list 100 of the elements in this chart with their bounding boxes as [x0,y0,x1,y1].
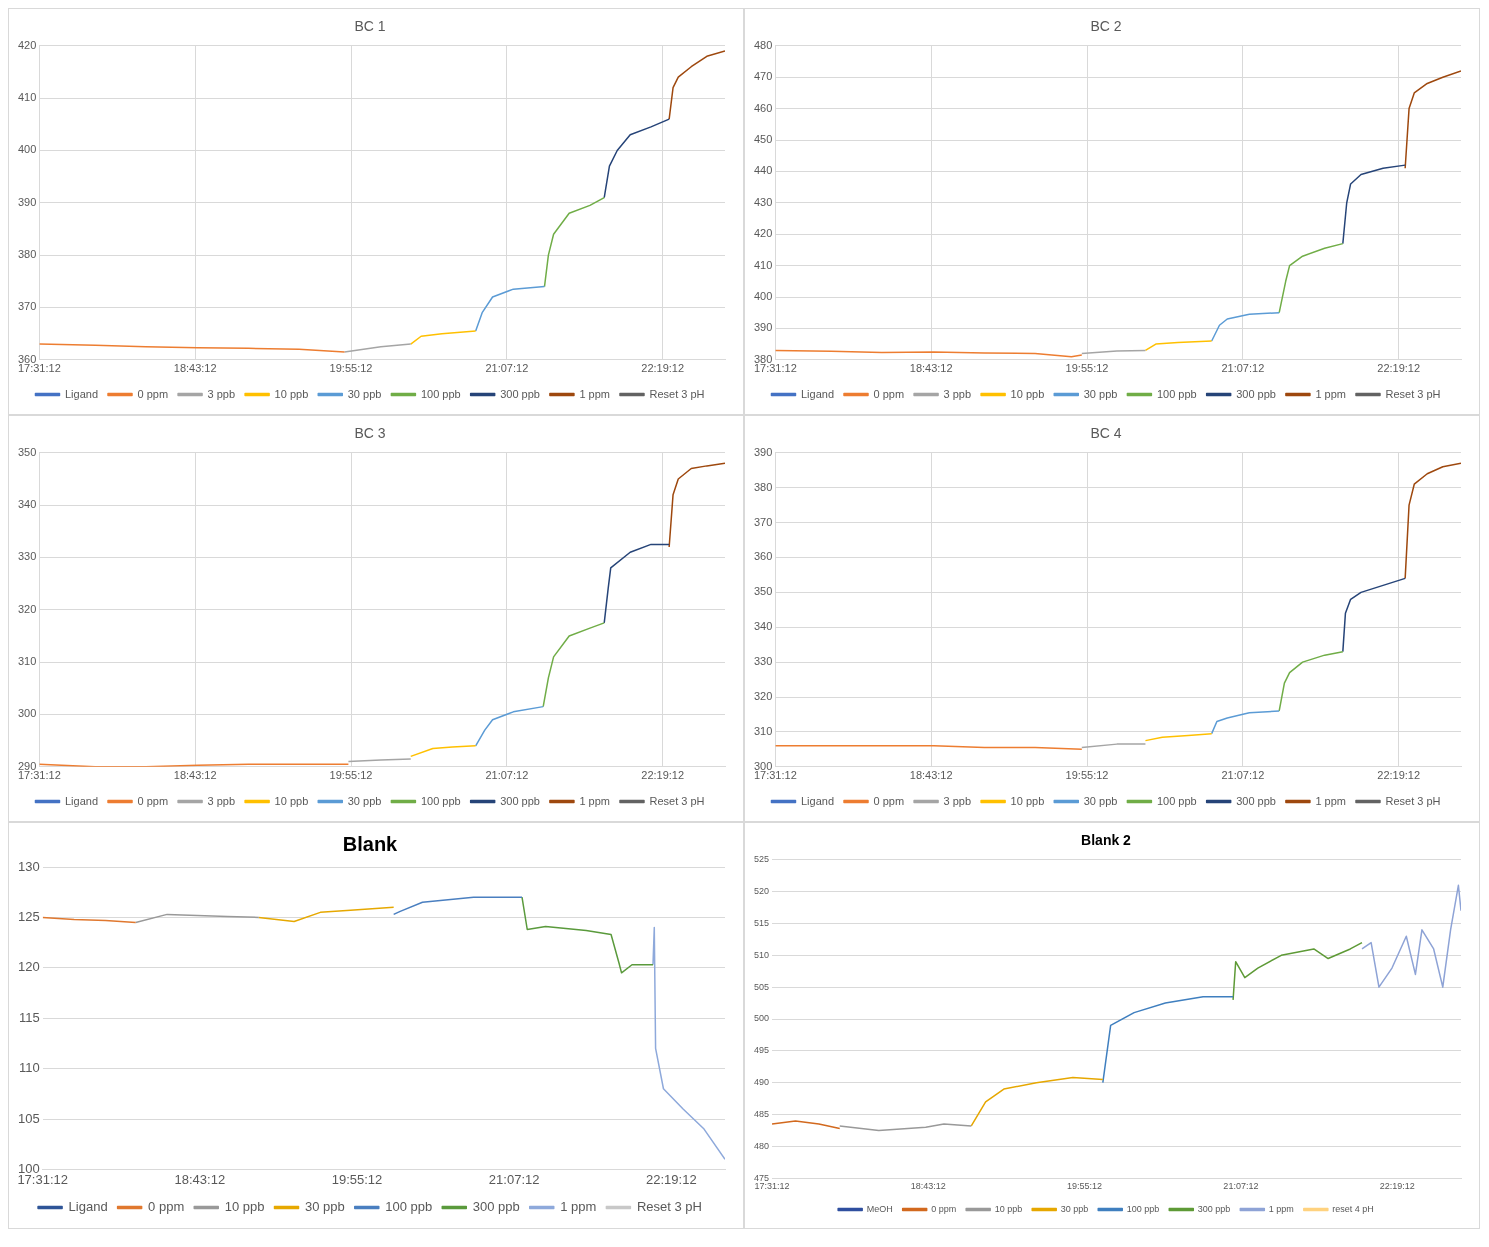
y-tick-label: 310 [753,724,773,737]
x-tick-label: 19:55:12 [1065,769,1109,782]
y-tick-label: 400 [753,290,773,303]
legend-label: Reset 3 pH [1385,387,1441,400]
legend-label: 100 ppb [420,387,461,400]
y-tick-label: 360 [17,352,37,365]
y-tick-label: 320 [753,690,773,703]
legend-label: Ligand [68,1199,108,1215]
y-tick-label: 505 [753,981,770,992]
chart-title: BC 1 [354,18,386,35]
legend-label: 300 ppb [472,1199,520,1215]
legend-label: Reset 3 pH [649,794,705,807]
x-tick-label: 18:43:12 [174,1171,226,1187]
legend-label: 10 ppb [274,794,309,807]
y-tick-label: 440 [753,164,773,177]
y-tick-label: 515 [753,917,770,928]
x-tick-label: 19:55:12 [1065,362,1109,375]
x-tick-label: 21:07:12 [1223,1181,1259,1192]
legend-label: 10 ppb [1010,387,1045,400]
legend-label: Ligand [800,387,835,400]
y-tick-label: 330 [17,550,37,563]
y-tick-label: 390 [753,321,773,334]
y-tick-label: 350 [753,585,773,598]
legend-label: 3 ppb [207,794,236,807]
legend-label: 3 ppb [943,794,972,807]
x-tick-label: 19:55:12 [329,769,373,782]
y-tick-label: 115 [18,1009,40,1025]
legend-label: 1 ppm [1315,387,1346,400]
legend-label: 100 ppb [1156,387,1197,400]
y-tick-label: 360 [753,550,773,563]
legend-label: MeOH [866,1203,893,1214]
legend-label: Ligand [800,794,835,807]
x-tick-label: 21:07:12 [488,1171,540,1187]
legend-label: 1 ppm [560,1199,597,1215]
y-tick-label: 330 [753,655,773,668]
y-tick-label: 380 [17,248,37,261]
x-tick-label: 22:19:12 [1377,769,1421,782]
legend-label: reset 4 pH [1332,1203,1374,1214]
y-tick-label: 520 [753,886,770,897]
legend-label: 1 ppm [1315,794,1346,807]
y-tick-label: 495 [753,1045,770,1056]
legend-label: 30 ppb [347,387,382,400]
chart-title: BC 2 [1090,18,1122,35]
y-tick-label: 120 [17,959,40,975]
y-tick-label: 100 [17,1160,40,1176]
legend-label: 30 ppb [1083,387,1118,400]
y-tick-label: 300 [753,759,773,772]
x-tick-label: 19:55:12 [1067,1181,1103,1192]
legend-label: 10 ppb [1010,794,1045,807]
legend-label: 100 ppb [1156,794,1197,807]
legend-label: Reset 3 pH [1385,794,1441,807]
legend-label: 1 ppm [579,387,610,400]
x-tick-label: 21:07:12 [1221,769,1265,782]
y-tick-label: 485 [753,1109,770,1119]
y-tick-label: 480 [753,1140,770,1151]
x-tick-label: 22:19:12 [646,1171,697,1187]
x-tick-label: 22:19:12 [641,362,685,375]
y-tick-label: 370 [17,300,37,313]
legend-label: 10 ppb [994,1203,1023,1214]
legend-label: 10 ppb [274,387,309,400]
chart-title: Blank [342,832,399,855]
x-tick-label: 17:31:12 [17,362,61,375]
x-tick-label: 22:19:12 [1377,362,1421,375]
y-tick-label: 320 [17,602,37,615]
legend-label: 0 ppm [137,387,169,400]
legend-label: 1 ppm [1268,1203,1294,1214]
legend-label: Ligand [64,794,99,807]
x-tick-label: 22:19:12 [641,769,685,782]
legend-label: 0 ppm [931,1203,957,1214]
x-tick-label: 18:43:12 [909,769,953,782]
y-tick-label: 390 [17,195,37,208]
y-tick-label: 420 [753,227,773,240]
legend-label: 300 ppb [1236,794,1276,807]
x-tick-label: 21:07:12 [485,769,529,782]
y-tick-label: 410 [17,91,37,104]
y-tick-label: 125 [17,908,40,924]
legend-label: 30 ppb [305,1199,345,1215]
x-tick-label: 17:31:12 [754,1181,790,1192]
legend-label: 100 ppb [1126,1203,1160,1214]
y-tick-label: 300 [17,707,37,720]
x-tick-label: 19:55:12 [331,1171,383,1187]
x-tick-label: 19:55:12 [329,362,373,375]
y-tick-label: 490 [753,1077,770,1088]
legend-label: 0 ppm [873,794,905,807]
x-tick-label: 17:31:12 [17,769,61,782]
legend-label: 1 ppm [579,794,610,807]
x-tick-label: 21:07:12 [1221,362,1265,375]
x-tick-label: 17:31:12 [753,362,797,375]
x-tick-label: 17:31:12 [753,769,797,782]
y-tick-label: 410 [753,258,773,271]
legend-label: 30 ppb [1083,794,1118,807]
y-tick-label: 510 [753,949,770,960]
legend-label: 30 ppb [1060,1203,1089,1214]
x-tick-label: 18:43:12 [173,769,217,782]
legend-label: 3 ppb [207,387,236,400]
y-tick-label: 460 [753,101,773,114]
legend-label: Ligand [64,387,99,400]
chart-title: BC 4 [1090,425,1122,442]
legend-label: Reset 3 pH [636,1199,702,1215]
legend-label: 3 ppb [943,387,972,400]
